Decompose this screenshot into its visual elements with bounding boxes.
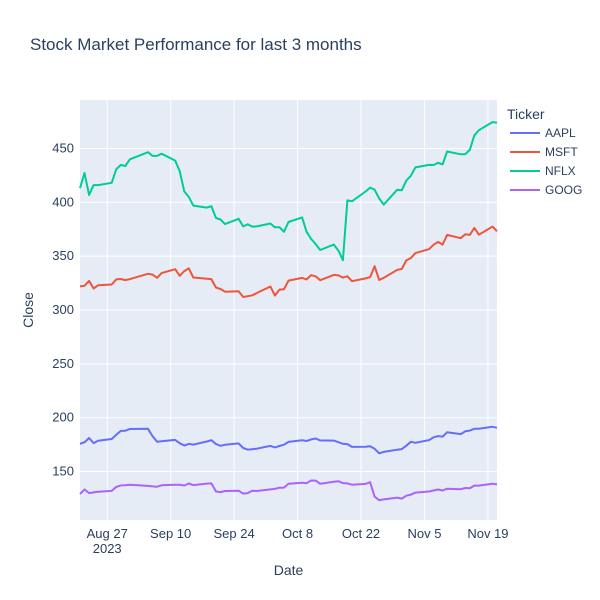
series-line-nflx <box>79 121 498 262</box>
chart-title: Stock Market Performance for last 3 mont… <box>30 35 362 54</box>
y-tick-label: 150 <box>52 464 74 479</box>
grid-lines <box>80 100 497 520</box>
x-tick-label: Oct 8 <box>282 526 313 541</box>
y-axis-ticks: 150 200 250 300 350 400 450 <box>52 140 74 478</box>
legend-label-nflx: NFLX <box>545 164 576 178</box>
legend-items: AAPL MSFT NFLX GOOG <box>510 126 582 197</box>
y-axis-title: Close <box>20 292 36 328</box>
x-axis-title: Date <box>274 562 304 578</box>
legend-label-goog: GOOG <box>545 183 582 197</box>
y-tick-label: 350 <box>52 248 74 263</box>
legend: Ticker AAPL MSFT NFLX GOOG <box>507 106 582 197</box>
legend-title: Ticker <box>507 106 545 122</box>
y-tick-label: 300 <box>52 302 74 317</box>
y-tick-label: 250 <box>52 356 74 371</box>
y-tick-label: 400 <box>52 194 74 209</box>
x-tick-label: Aug 27 <box>87 526 128 541</box>
series-lines <box>79 121 498 502</box>
legend-label-msft: MSFT <box>545 145 578 159</box>
x-tick-label: Sep 24 <box>214 526 255 541</box>
x-tick-label: Oct 22 <box>342 526 380 541</box>
x-tick-label: Sep 10 <box>150 526 191 541</box>
x-tick-label: Nov 19 <box>467 526 508 541</box>
x-tick-label: Nov 5 <box>407 526 441 541</box>
legend-label-aapl: AAPL <box>545 126 576 140</box>
series-line-msft <box>79 225 498 298</box>
y-tick-label: 450 <box>52 140 74 155</box>
y-tick-label: 200 <box>52 410 74 425</box>
series-line-goog <box>79 479 498 502</box>
x-tick-year-label: 2023 <box>93 541 122 556</box>
series-line-aapl <box>79 425 498 455</box>
